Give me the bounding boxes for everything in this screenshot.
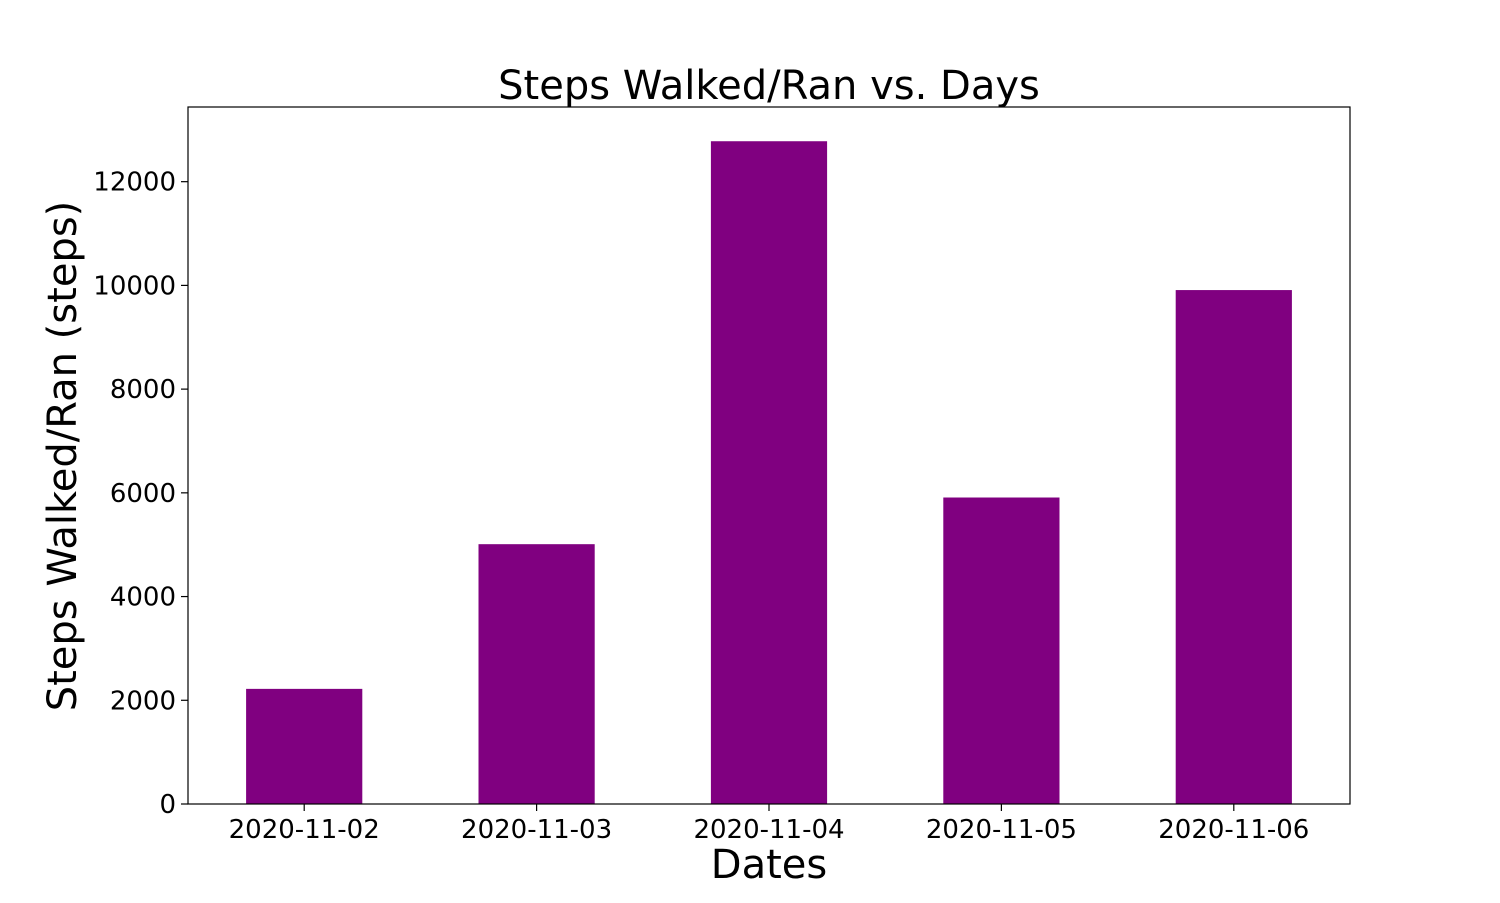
x-axis-title: Dates	[711, 842, 827, 888]
x-axis-ticks: 2020-11-02 2020-11-03 2020-11-04 2020-11-05…	[229, 804, 1309, 845]
bar-2020-11-02	[246, 688, 363, 804]
bars-group	[246, 141, 1292, 805]
x-tick-label: 2020-11-03	[461, 815, 612, 845]
bar-2020-11-06	[1175, 290, 1292, 804]
y-axis-ticks: 0 2000 4000 6000 8000 10000 12000	[93, 168, 188, 820]
y-tick-label: 2000	[110, 686, 176, 716]
x-tick-label: 2020-11-04	[693, 815, 844, 845]
y-axis-title: Steps Walked/Ran (steps)	[40, 201, 86, 712]
y-tick-label: 10000	[93, 271, 176, 301]
y-tick-label: 0	[159, 790, 176, 820]
chart-title: Steps Walked/Ran vs. Days	[498, 63, 1040, 109]
y-tick-label: 12000	[93, 168, 176, 198]
plot-frame	[187, 106, 1351, 805]
y-tick-label: 4000	[110, 583, 176, 613]
bar-2020-11-03	[478, 544, 595, 804]
x-tick-label: 2020-11-06	[1158, 815, 1309, 845]
bar-2020-11-04	[710, 141, 828, 805]
y-tick-label: 6000	[110, 479, 176, 509]
x-tick-label: 2020-11-05	[926, 815, 1077, 845]
y-tick-label: 8000	[110, 375, 176, 405]
bar-2020-11-05	[943, 497, 1060, 804]
x-tick-label: 2020-11-02	[229, 815, 380, 845]
